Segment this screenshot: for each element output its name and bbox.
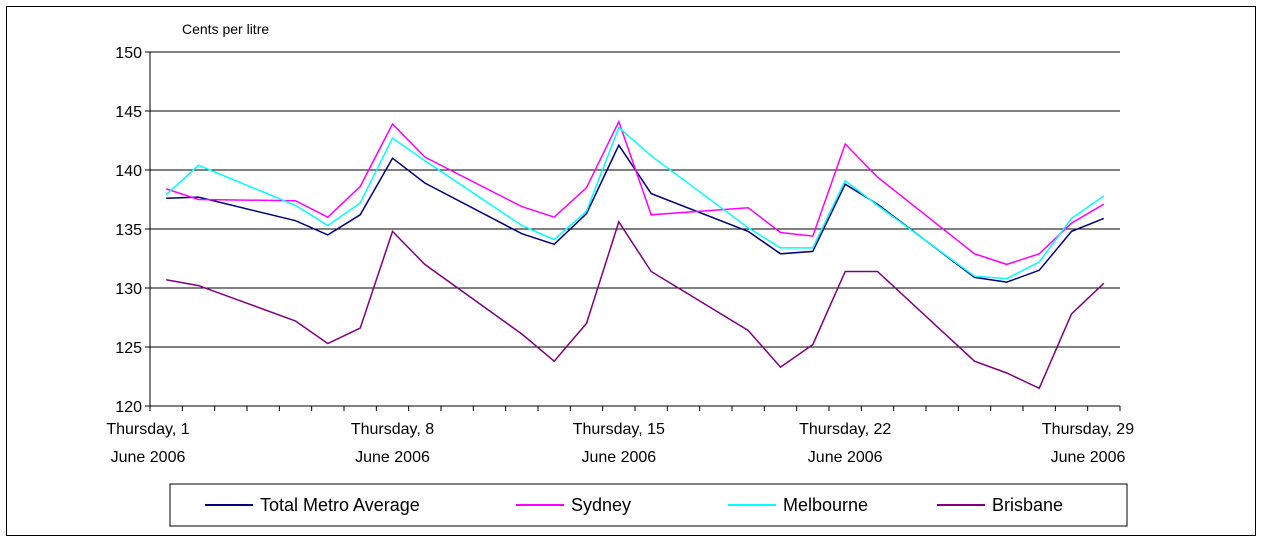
legend: Total Metro Average Sydney Melbourne Brisba… xyxy=(169,483,1128,527)
x-tick-label: Thursday, 1 xyxy=(106,421,189,438)
gridlines xyxy=(150,51,1120,348)
series-line-sydney xyxy=(165,119,1105,266)
x-tick-label: June 2006 xyxy=(111,449,186,466)
x-tick-label: Thursday, 29 xyxy=(1042,421,1134,438)
y-tick-label: 145 xyxy=(115,104,142,121)
series-line-brisbane xyxy=(166,220,1105,390)
x-tick-label: Thursday, 15 xyxy=(573,421,665,438)
x-tick-label: Thursday, 22 xyxy=(799,421,891,438)
series-line-melbourne xyxy=(165,126,1105,280)
y-tick-label: 125 xyxy=(115,340,142,357)
legend-entry: Melbourne xyxy=(783,495,868,515)
x-tick-label: June 2006 xyxy=(581,449,656,466)
y-tick-label: 140 xyxy=(115,163,142,180)
y-axis-label: Cents per litre xyxy=(182,21,269,37)
x-tick-label: June 2006 xyxy=(355,449,430,466)
x-tick-label: June 2006 xyxy=(1051,449,1126,466)
y-tick-label: 135 xyxy=(115,222,142,239)
x-tick-label: Thursday, 8 xyxy=(351,421,434,438)
chart-frame xyxy=(6,6,1256,536)
legend-entry: Total Metro Average xyxy=(260,495,420,515)
x-tick-label: June 2006 xyxy=(808,449,883,466)
series-line-total-metro-average xyxy=(166,143,1105,283)
y-tick-label: 130 xyxy=(115,281,142,298)
y-tick-label: 150 xyxy=(115,45,142,62)
legend-entry: Brisbane xyxy=(992,495,1063,515)
y-tick-label: 120 xyxy=(115,399,142,416)
legend-entry: Sydney xyxy=(571,495,631,515)
series-lines xyxy=(165,119,1105,390)
axes: 120 125 130 135 140 145 150 Thursday, 1 June 200… xyxy=(106,45,1134,466)
